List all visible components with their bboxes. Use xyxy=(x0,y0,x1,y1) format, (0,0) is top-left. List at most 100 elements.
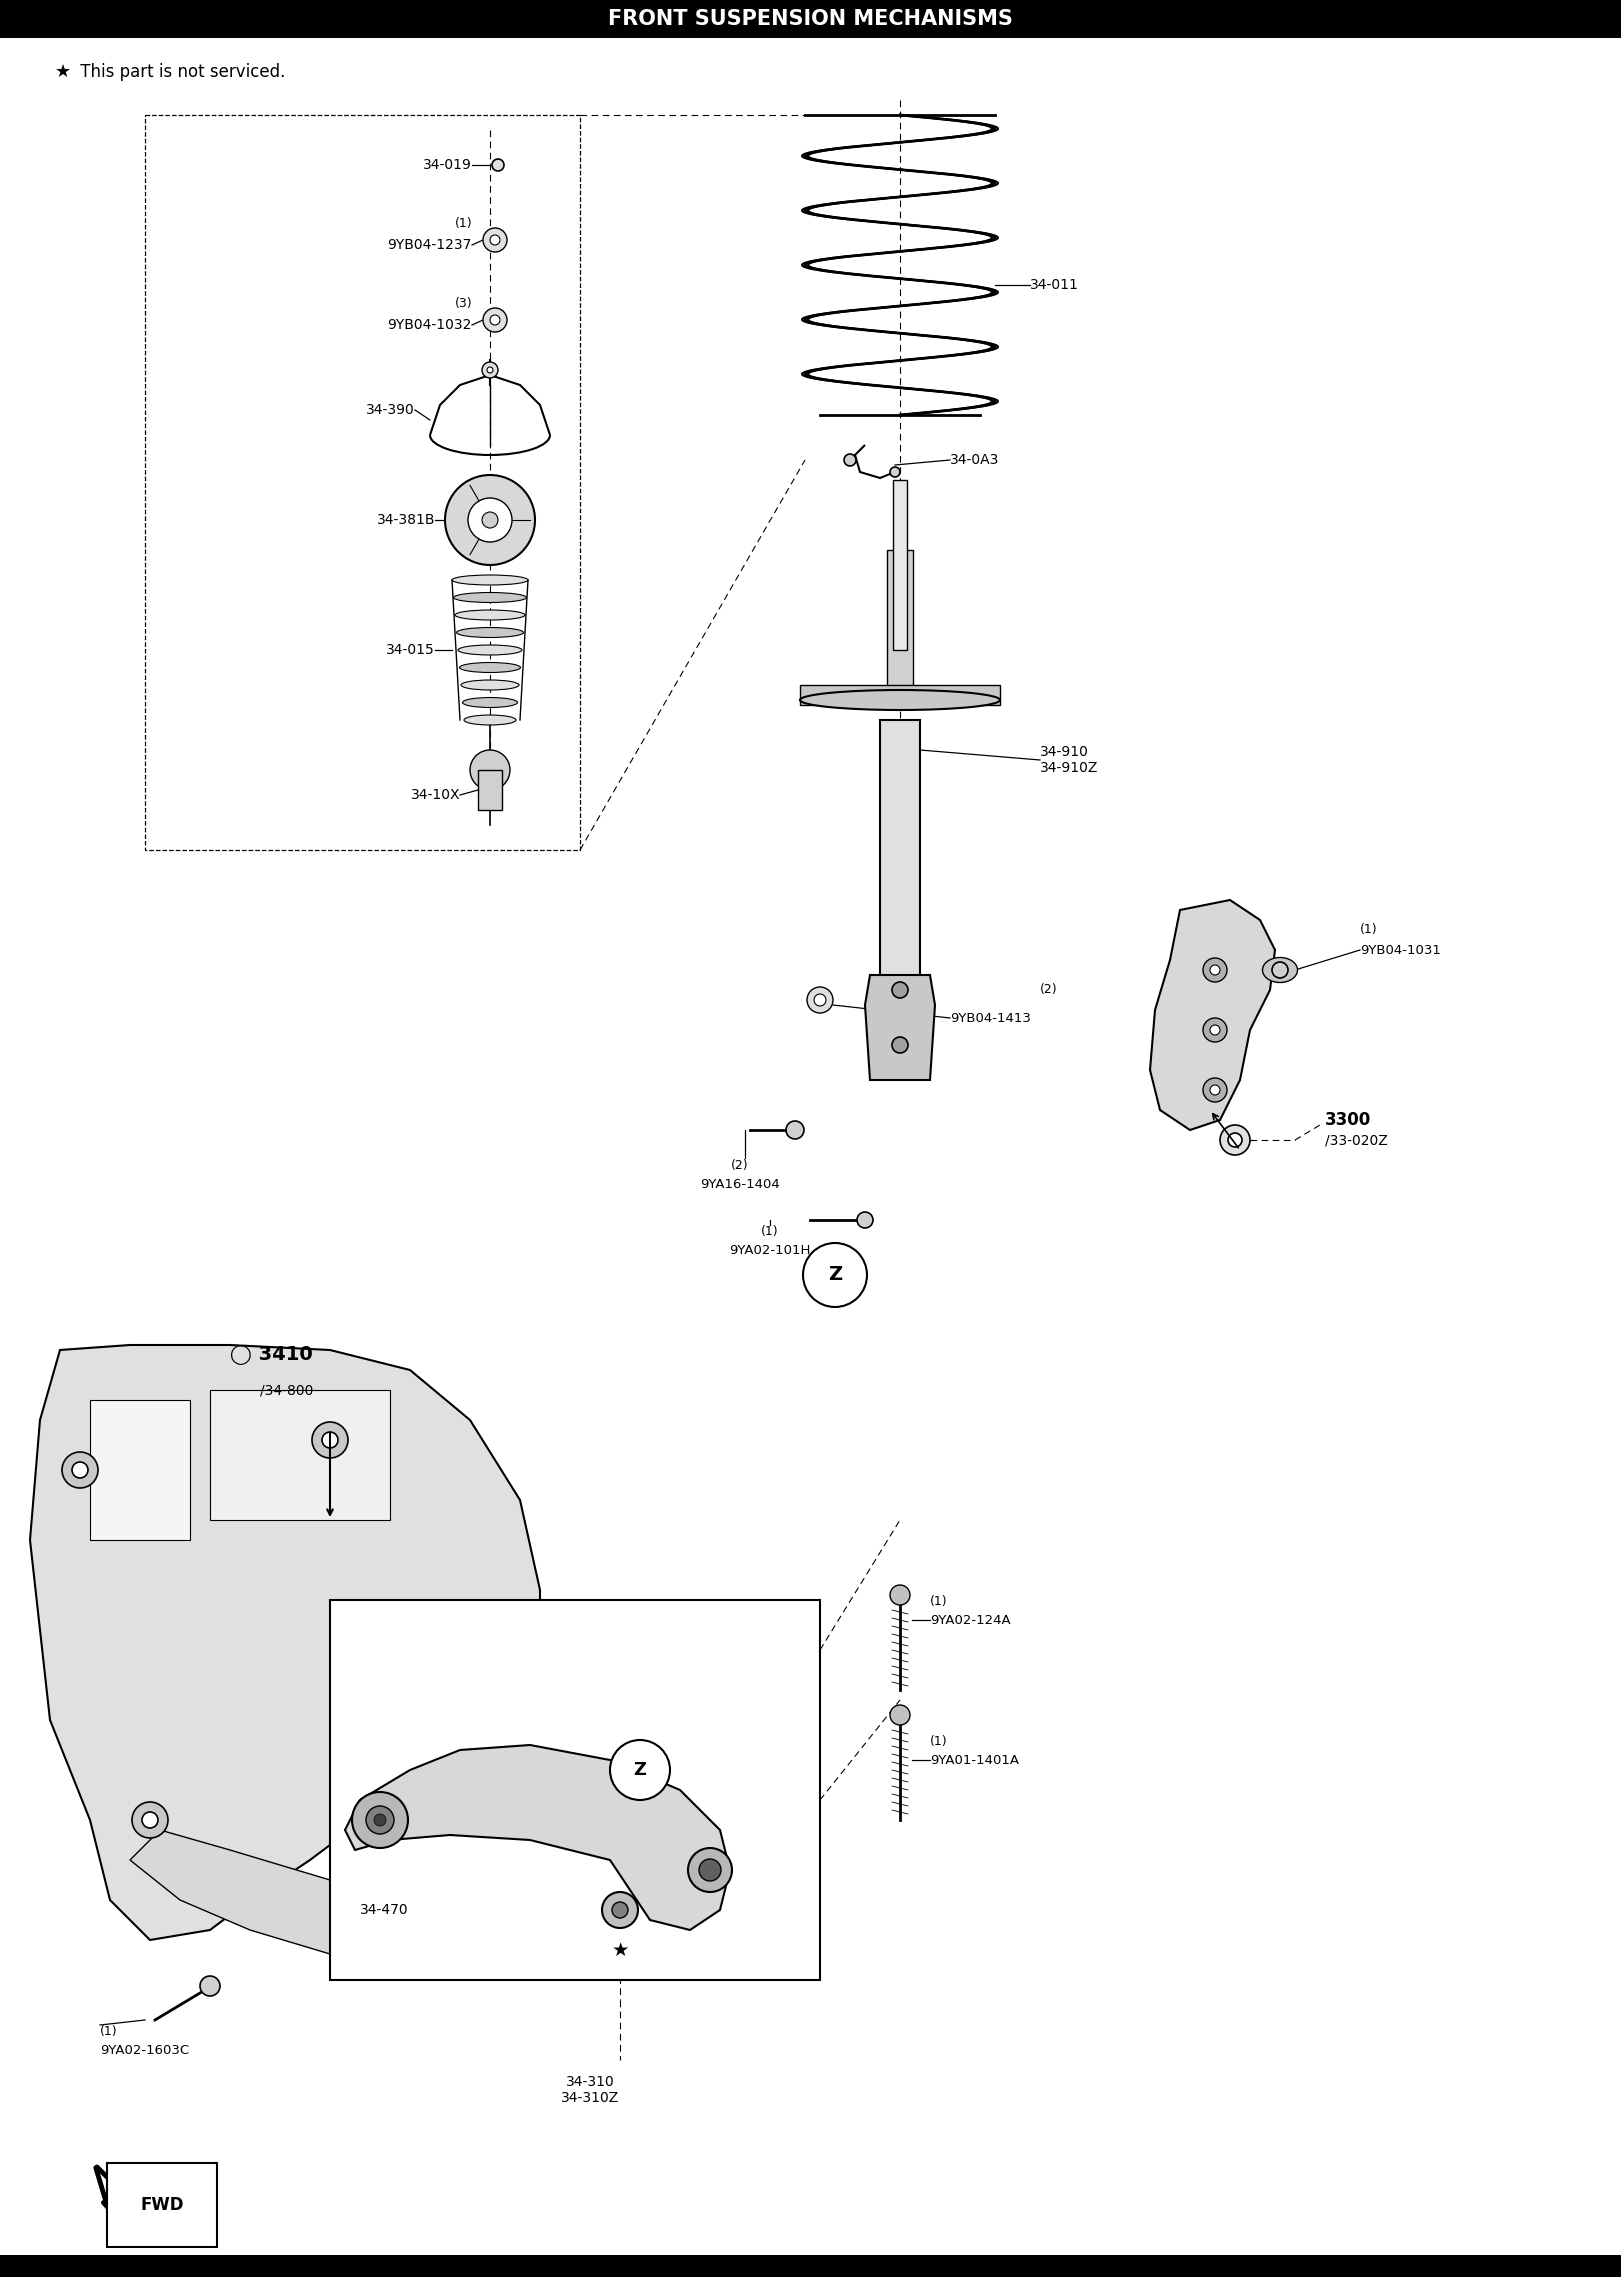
Text: 34-019: 34-019 xyxy=(423,157,472,173)
Bar xyxy=(893,480,908,649)
Circle shape xyxy=(366,1806,394,1833)
Circle shape xyxy=(845,453,856,467)
Circle shape xyxy=(311,1423,349,1457)
Circle shape xyxy=(483,228,507,253)
Text: 9YA16-1404: 9YA16-1404 xyxy=(700,1179,780,1191)
Text: 9YA02-101H: 9YA02-101H xyxy=(729,1243,810,1257)
Ellipse shape xyxy=(460,681,519,690)
Circle shape xyxy=(890,1585,909,1605)
Text: FRONT SUSPENSION MECHANISMS: FRONT SUSPENSION MECHANISMS xyxy=(608,9,1013,30)
Circle shape xyxy=(443,1621,478,1658)
Circle shape xyxy=(1209,1025,1221,1036)
Circle shape xyxy=(892,981,908,997)
Text: (3): (3) xyxy=(454,298,472,310)
Bar xyxy=(801,685,1000,706)
Circle shape xyxy=(490,235,499,246)
Circle shape xyxy=(323,1432,339,1448)
Text: 9YA01-1401A: 9YA01-1401A xyxy=(930,1753,1020,1767)
Polygon shape xyxy=(91,1400,190,1539)
Ellipse shape xyxy=(801,690,1000,710)
Ellipse shape xyxy=(459,663,520,672)
Circle shape xyxy=(858,1211,874,1227)
Circle shape xyxy=(890,1705,909,1726)
Text: 3300: 3300 xyxy=(1324,1111,1371,1129)
Text: 34-015: 34-015 xyxy=(386,642,434,658)
Text: 9YB04-1032: 9YB04-1032 xyxy=(387,319,472,332)
Circle shape xyxy=(1209,1086,1221,1095)
Circle shape xyxy=(807,986,833,1013)
Circle shape xyxy=(1221,1125,1250,1154)
Text: Z: Z xyxy=(634,1760,647,1778)
Bar xyxy=(0,0,1621,39)
Ellipse shape xyxy=(462,697,517,708)
Text: ★: ★ xyxy=(611,1940,629,1960)
Circle shape xyxy=(468,499,512,542)
Text: (1): (1) xyxy=(1360,924,1378,936)
Polygon shape xyxy=(211,1389,391,1521)
Ellipse shape xyxy=(452,576,528,585)
Circle shape xyxy=(62,1453,97,1487)
Ellipse shape xyxy=(457,628,524,638)
Text: 9YA02-124A: 9YA02-124A xyxy=(930,1614,1010,1626)
Circle shape xyxy=(352,1792,408,1849)
Text: 34-011: 34-011 xyxy=(1029,278,1080,291)
Text: FWD: FWD xyxy=(139,2195,183,2213)
Text: 34-310
34-310Z: 34-310 34-310Z xyxy=(561,2074,619,2106)
Text: (2): (2) xyxy=(1041,984,1057,997)
Text: (1): (1) xyxy=(930,1735,948,1749)
Circle shape xyxy=(481,512,498,528)
Text: (1): (1) xyxy=(930,1596,948,1608)
Bar xyxy=(331,1601,820,1981)
Text: 9YB04-1237: 9YB04-1237 xyxy=(387,239,472,253)
Text: 9YA02-1603C: 9YA02-1603C xyxy=(101,2042,190,2056)
Circle shape xyxy=(786,1120,804,1138)
Text: /34-800: /34-800 xyxy=(259,1382,313,1398)
Circle shape xyxy=(890,467,900,476)
Text: 34-390: 34-390 xyxy=(366,403,415,417)
Text: 34-910
34-910Z: 34-910 34-910Z xyxy=(1041,745,1099,774)
Circle shape xyxy=(452,1633,468,1649)
Ellipse shape xyxy=(456,610,525,619)
Circle shape xyxy=(481,362,498,378)
Circle shape xyxy=(143,1812,157,1828)
Circle shape xyxy=(71,1462,88,1478)
Text: This part is not serviced.: This part is not serviced. xyxy=(75,64,285,82)
Circle shape xyxy=(601,1892,639,1929)
Text: ★: ★ xyxy=(55,64,71,82)
Text: 9YB04-1031: 9YB04-1031 xyxy=(1360,943,1441,956)
Circle shape xyxy=(1229,1134,1242,1148)
Circle shape xyxy=(470,749,511,790)
Circle shape xyxy=(609,1740,669,1801)
Circle shape xyxy=(199,1976,220,1997)
Bar xyxy=(478,770,503,811)
Circle shape xyxy=(1203,1018,1227,1043)
Polygon shape xyxy=(345,1744,729,1931)
Circle shape xyxy=(687,1849,733,1892)
Text: 34-10X: 34-10X xyxy=(410,788,460,802)
Text: (1): (1) xyxy=(762,1225,778,1239)
Circle shape xyxy=(1272,961,1289,979)
Polygon shape xyxy=(866,975,935,1079)
Circle shape xyxy=(1209,965,1221,975)
Circle shape xyxy=(446,476,535,565)
Bar xyxy=(880,720,921,979)
Ellipse shape xyxy=(454,592,527,603)
Bar xyxy=(144,116,580,849)
Text: (1): (1) xyxy=(101,2027,118,2038)
Circle shape xyxy=(892,1036,908,1052)
Ellipse shape xyxy=(459,644,522,656)
Text: ◯ 3410: ◯ 3410 xyxy=(230,1346,313,1364)
Circle shape xyxy=(699,1858,721,1881)
Text: /33-020Z: /33-020Z xyxy=(1324,1134,1388,1148)
Text: (2): (2) xyxy=(731,1159,749,1170)
Text: 9YB04-1413: 9YB04-1413 xyxy=(950,1011,1031,1025)
Circle shape xyxy=(131,1801,169,1838)
Polygon shape xyxy=(1149,899,1276,1129)
Text: 34-0A3: 34-0A3 xyxy=(950,453,1000,467)
Ellipse shape xyxy=(1263,959,1297,981)
Circle shape xyxy=(1203,959,1227,981)
Text: 34-381B: 34-381B xyxy=(376,512,434,526)
Circle shape xyxy=(814,995,827,1006)
Circle shape xyxy=(1203,1077,1227,1102)
Circle shape xyxy=(613,1901,627,1917)
